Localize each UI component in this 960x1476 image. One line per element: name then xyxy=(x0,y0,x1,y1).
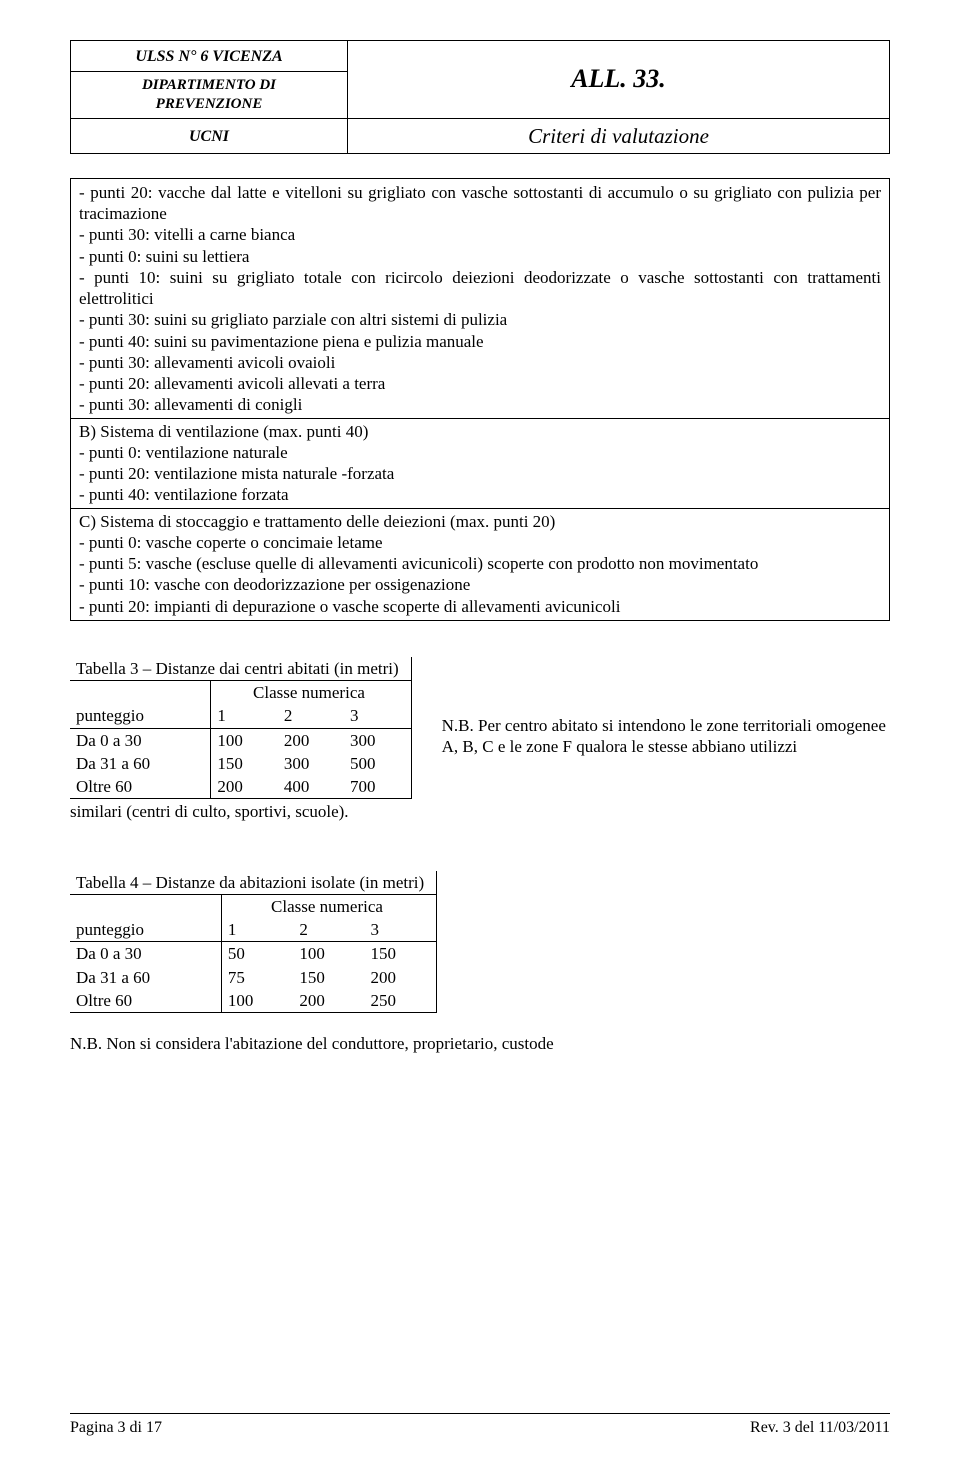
t4r2c2: 200 xyxy=(293,989,364,1013)
t3r0c0: Da 0 a 30 xyxy=(70,728,211,752)
table4-h1: 1 xyxy=(221,918,293,942)
t3r1c3: 500 xyxy=(344,752,411,775)
org1-text: ULSS N° 6 VICENZA xyxy=(135,48,282,65)
t4r2c1: 100 xyxy=(221,989,293,1013)
footer: Pagina 3 di 17 Rev. 3 del 11/03/2011 xyxy=(70,1412,890,1438)
t3r1c2: 300 xyxy=(278,752,344,775)
t4r0c3: 150 xyxy=(365,942,437,966)
t3r1c1: 150 xyxy=(211,752,278,775)
table3-note-below: similari (centri di culto, sportivi, scu… xyxy=(70,801,412,822)
table4-col0: punteggio xyxy=(70,918,221,942)
lineA0: - punti 20: vacche dal latte e vitelloni… xyxy=(79,182,881,225)
org2a-text: DIPARTIMENTO DI xyxy=(79,76,339,95)
lineA3: - punti 10: suini su grigliato totale co… xyxy=(79,267,881,310)
t4r0c2: 100 xyxy=(293,942,364,966)
table4-h3: 3 xyxy=(365,918,437,942)
table4-footnote: N.B. Non si considera l'abitazione del c… xyxy=(70,1033,890,1054)
table3-h2: 2 xyxy=(278,704,344,728)
table4-title: Tabella 4 – Distanze da abitazioni isola… xyxy=(70,871,437,895)
content-box: - punti 20: vacche dal latte e vitelloni… xyxy=(70,178,890,621)
org2b-text: PREVENZIONE xyxy=(79,95,339,114)
table3-h3: 3 xyxy=(344,704,411,728)
t4r2c0: Oltre 60 xyxy=(70,989,221,1013)
table3-h1: 1 xyxy=(211,704,278,728)
lineA8: - punti 30: allevamenti di conigli xyxy=(79,394,881,415)
t3r2c1: 200 xyxy=(211,775,278,799)
header-code: ALL. 33. xyxy=(348,41,890,119)
lineA6: - punti 30: allevamenti avicoli ovaioli xyxy=(79,352,881,373)
table4-h2: 2 xyxy=(293,918,364,942)
lineA1: - punti 30: vitelli a carne bianca xyxy=(79,224,881,245)
lineA2: - punti 0: suini su lettiera xyxy=(79,246,881,267)
sectionC-title: C) Sistema di stoccaggio e trattamento d… xyxy=(79,511,881,532)
org3-text: UCNI xyxy=(189,128,229,145)
t3r0c3: 300 xyxy=(344,728,411,752)
lineC1: - punti 5: vasche (escluse quelle di all… xyxy=(79,553,881,574)
header-org1: ULSS N° 6 VICENZA xyxy=(71,41,348,72)
t3r2c2: 400 xyxy=(278,775,344,799)
lineC0: - punti 0: vasche coperte o concimaie le… xyxy=(79,532,881,553)
table3-title: Tabella 3 – Distanze dai centri abitati … xyxy=(70,657,411,681)
t3r2c0: Oltre 60 xyxy=(70,775,211,799)
lineB1: - punti 20: ventilazione mista naturale … xyxy=(79,463,881,484)
sectionB-title: B) Sistema di ventilazione (max. punti 4… xyxy=(79,421,881,442)
table3-classe: Classe numerica xyxy=(211,681,411,705)
t4r1c2: 150 xyxy=(293,966,364,989)
table3-side-note: N.B. Per centro abitato si intendono le … xyxy=(442,657,890,758)
t3r2c3: 700 xyxy=(344,775,411,799)
t4r1c1: 75 xyxy=(221,966,293,989)
lineA5: - punti 40: suini su pavimentazione pien… xyxy=(79,331,881,352)
footer-right: Rev. 3 del 11/03/2011 xyxy=(750,1418,890,1438)
t4r2c3: 250 xyxy=(365,989,437,1013)
t4r1c3: 200 xyxy=(365,966,437,989)
table4-classe: Classe numerica xyxy=(221,894,436,918)
table4: Tabella 4 – Distanze da abitazioni isola… xyxy=(70,871,437,1014)
lineB0: - punti 0: ventilazione naturale xyxy=(79,442,881,463)
lineA4: - punti 30: suini su grigliato parziale … xyxy=(79,309,881,330)
header-table: ULSS N° 6 VICENZA ALL. 33. DIPARTIMENTO … xyxy=(70,40,890,154)
header-title: Criteri di valutazione xyxy=(348,118,890,153)
t3r0c2: 200 xyxy=(278,728,344,752)
lineA7: - punti 20: allevamenti avicoli allevati… xyxy=(79,373,881,394)
t4r0c1: 50 xyxy=(221,942,293,966)
lineC2: - punti 10: vasche con deodorizzazione p… xyxy=(79,574,881,595)
header-org2: DIPARTIMENTO DI PREVENZIONE xyxy=(71,72,348,119)
t3r0c1: 100 xyxy=(211,728,278,752)
table3-col0: punteggio xyxy=(70,704,211,728)
table3: Tabella 3 – Distanze dai centri abitati … xyxy=(70,657,412,800)
lineC3: - punti 20: impianti di depurazione o va… xyxy=(79,596,881,617)
lineB2: - punti 40: ventilazione forzata xyxy=(79,484,881,505)
footer-left: Pagina 3 di 17 xyxy=(70,1418,162,1438)
header-org3: UCNI xyxy=(71,118,348,153)
t4r0c0: Da 0 a 30 xyxy=(70,942,221,966)
t3r1c0: Da 31 a 60 xyxy=(70,752,211,775)
t4r1c0: Da 31 a 60 xyxy=(70,966,221,989)
